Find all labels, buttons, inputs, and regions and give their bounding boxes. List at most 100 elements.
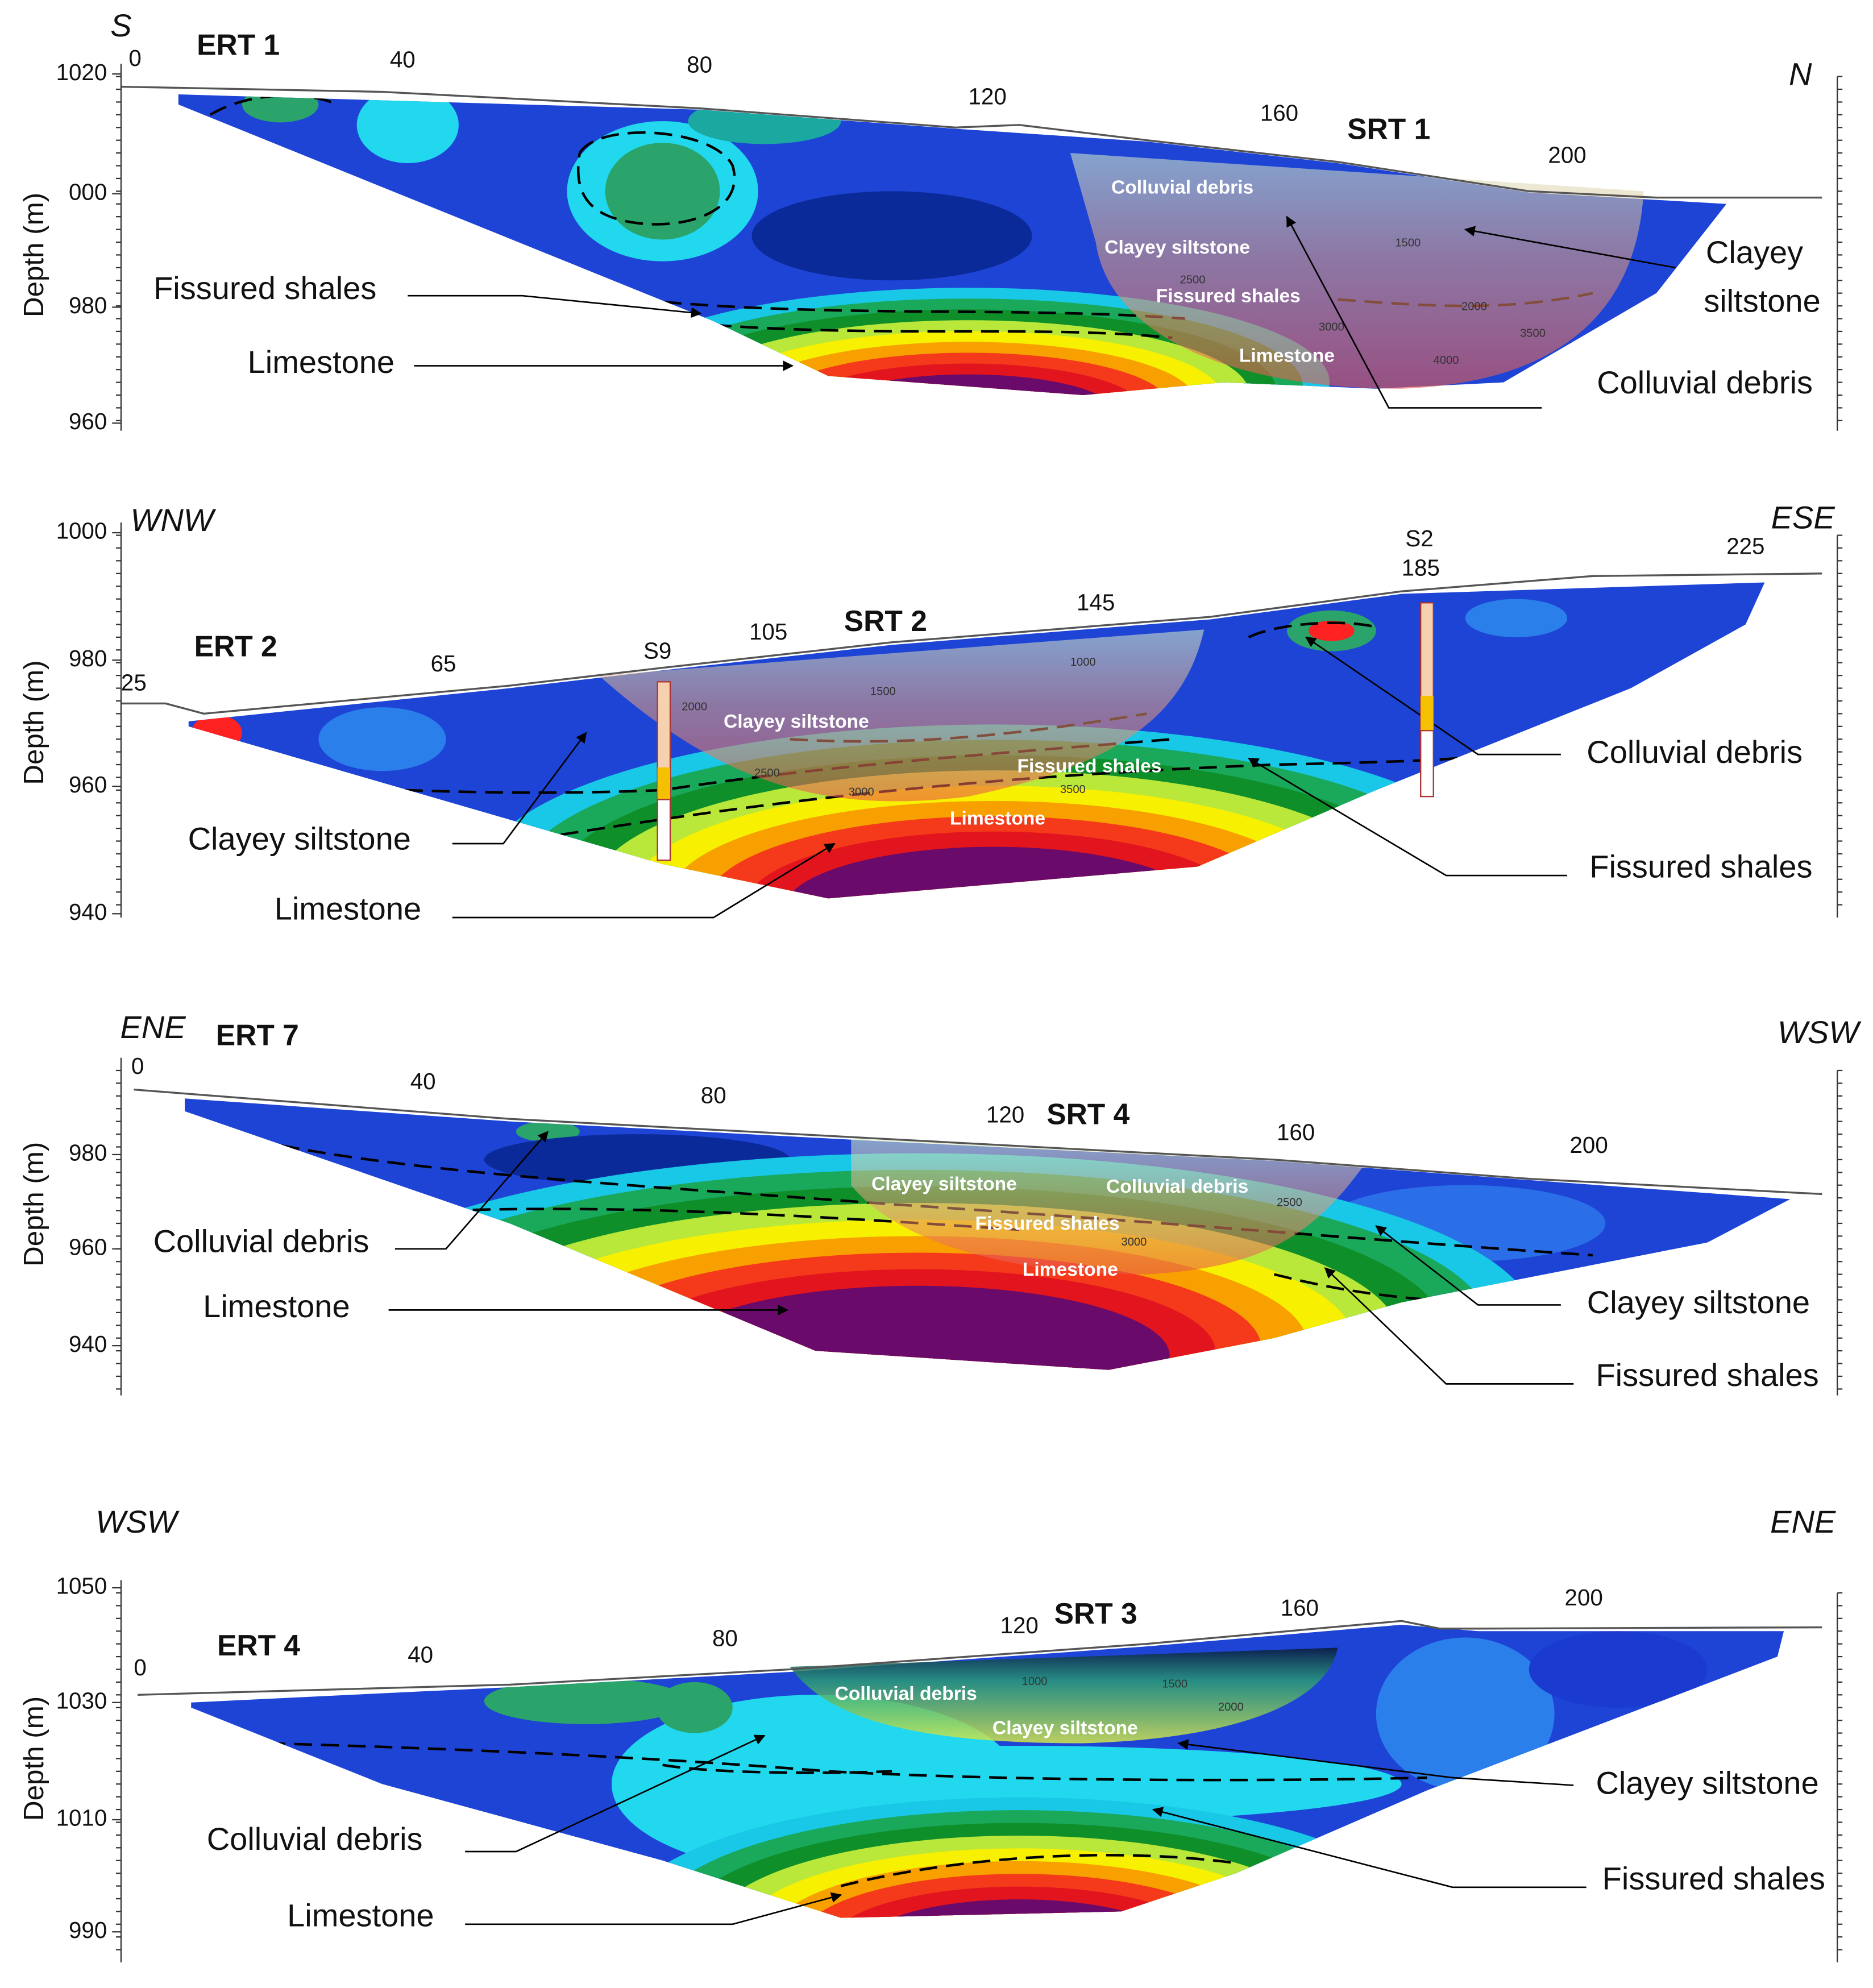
layer-label: Limestone [950, 808, 1045, 829]
distance-tick-label: 120 [1000, 1612, 1039, 1638]
ert-label: ERT 7 [216, 1018, 299, 1051]
contour-label: 3000 [1319, 321, 1344, 334]
resistivity-zone [688, 98, 841, 144]
srt-label: SRT 1 [1347, 113, 1430, 146]
borehole-layer [657, 799, 671, 861]
distance-tick-label: 160 [1277, 1119, 1315, 1146]
callout-label: Clayey siltstone [1587, 1284, 1810, 1320]
interpreted-boundary [1273, 1273, 1529, 1308]
contour-label: 1500 [1395, 237, 1421, 250]
ert-label: ERT 2 [194, 630, 277, 663]
contour-label: 2500 [1180, 274, 1206, 287]
callout-arrow [394, 1131, 549, 1250]
depth-tick-label: 960 [69, 408, 107, 434]
direction-left: WSW [95, 1504, 180, 1539]
resistivity-zone [605, 143, 720, 240]
depth-tick-label: 960 [69, 1234, 107, 1260]
profile-panel: 980 960 940 0 40 80 120 160 200 Depth (m) ENE WSW ER… [18, 1009, 1862, 1396]
layer-label: Colluvial debris [1111, 177, 1253, 198]
direction-right: ESE [1771, 499, 1835, 535]
distance-tick-label: 120 [986, 1101, 1024, 1127]
layer-label: Colluvial debris [835, 1683, 977, 1704]
direction-left: S [110, 7, 131, 43]
callout-label: Colluvial debris [153, 1223, 369, 1259]
callout-arrow [452, 842, 836, 919]
topography [121, 85, 1822, 199]
callout-label: Fissured shales [153, 270, 376, 306]
callout-arrow [1464, 226, 1676, 269]
depth-tick-label: 980 [69, 1140, 107, 1166]
distance-tick-label: 25 [121, 669, 147, 695]
contour-label: 2000 [1461, 301, 1487, 313]
callout-arrow [1286, 215, 1542, 409]
callout-label: Limestone [248, 344, 394, 380]
depth-tick-label: 000 [69, 179, 107, 205]
depth-tick-label: 1030 [56, 1687, 107, 1713]
distance-tick-label: 80 [687, 51, 712, 77]
contour-label: 3500 [1520, 327, 1546, 340]
layer-label: Fissured shales [1156, 285, 1301, 306]
resistivity-zone [656, 1682, 733, 1733]
contour-label: 2000 [682, 700, 707, 713]
contour-label: 1500 [870, 686, 896, 698]
srt-overlay [599, 629, 1205, 802]
resistivity-band [783, 846, 1205, 899]
contour-label: 3000 [849, 786, 874, 799]
depth-tick-label: 960 [69, 771, 107, 798]
depth-axis-label: Depth (m) [18, 660, 49, 785]
layer-label: Fissured shales [1017, 756, 1161, 777]
profile-panel: 1000 980 960 940 25 65 105 145 185 225 Depth (m) WN… [18, 499, 1843, 927]
depth-axis-label: Depth (m) [18, 1696, 49, 1821]
ert-label: ERT 1 [197, 28, 280, 61]
contour-label: 2000 [1218, 1701, 1244, 1713]
depth-tick-label: 1000 [56, 518, 107, 544]
depth-tick-label: 940 [69, 1331, 107, 1357]
callout-label: siltstone [1704, 283, 1821, 318]
distance-tick-label: 185 [1402, 555, 1440, 581]
srt-label: SRT 3 [1054, 1597, 1137, 1630]
callout-label: Colluvial debris [1587, 734, 1803, 770]
interpreted-boundary [713, 323, 1173, 339]
borehole-label: S2 [1405, 525, 1433, 551]
interpreted-boundary [840, 1854, 1236, 1887]
distance-tick-label: 65 [431, 650, 456, 676]
depth-tick-label: 980 [69, 292, 107, 318]
callout-label: Clayey siltstone [1596, 1765, 1818, 1800]
distance-tick-label: 0 [128, 45, 141, 71]
borehole-layer [1420, 730, 1434, 798]
distance-tick-label: 40 [410, 1068, 436, 1094]
distance-tick-label: 40 [390, 46, 416, 72]
contour-label: 4000 [1434, 354, 1459, 367]
srt-overlay [790, 1647, 1338, 1744]
resistivity-zone [318, 707, 446, 771]
borehole-label: S9 [643, 637, 671, 663]
distance-tick-label: 145 [1077, 589, 1115, 615]
resistivity-zone [484, 1678, 688, 1724]
srt-overlay [851, 1136, 1364, 1275]
callout-arrow [1177, 1739, 1574, 1786]
resistivity-zone [1309, 620, 1355, 641]
direction-right: ENE [1770, 1504, 1836, 1539]
direction-left: WNW [131, 502, 217, 538]
callout-label: Clayey [1706, 234, 1803, 270]
layer-label: Clayey siltstone [992, 1718, 1138, 1739]
section-fill [267, 1631, 1708, 1918]
callout-arrow [408, 294, 702, 318]
contour-label: 2500 [1277, 1196, 1302, 1209]
layer-label: Clayey siltstone [724, 711, 869, 732]
resistivity-zone [751, 191, 1032, 281]
distance-tick-label: 160 [1260, 100, 1298, 126]
callout-arrow [1375, 1225, 1561, 1306]
callout-label: Fissured shales [1589, 849, 1812, 885]
resistivity-zone [191, 715, 242, 751]
resistivity-zone [242, 94, 319, 123]
distance-tick-label: 225 [1726, 533, 1764, 559]
depth-tick-label: 980 [69, 645, 107, 671]
topography [138, 1620, 1822, 1696]
srt-label: SRT 2 [844, 604, 927, 637]
distance-tick-label: 200 [1569, 1132, 1608, 1158]
interpreted-boundary [1248, 621, 1377, 638]
profile-panel: 1020 000 980 960 0 40 80 120 160 200 Depth (m) S N ER… [18, 7, 1843, 434]
resistivity-zone [637, 1745, 1402, 1823]
